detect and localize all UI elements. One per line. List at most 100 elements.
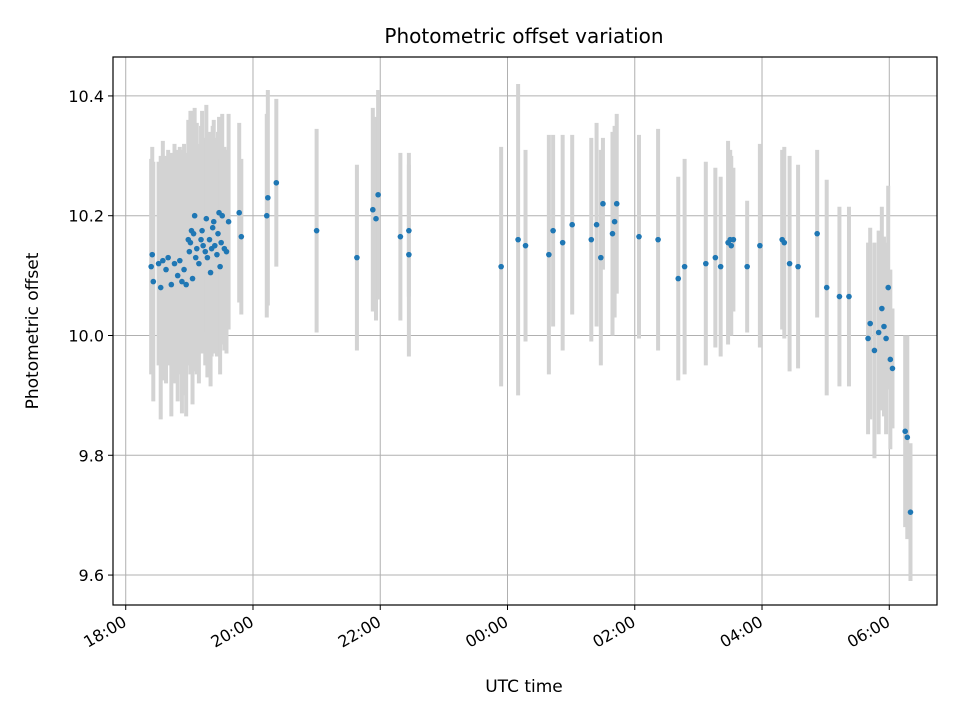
data-point bbox=[223, 248, 230, 255]
data-point bbox=[186, 248, 193, 255]
data-point bbox=[187, 239, 194, 246]
data-point bbox=[795, 263, 801, 270]
data-point bbox=[225, 218, 232, 225]
data-point bbox=[550, 227, 556, 234]
data-point bbox=[168, 281, 175, 288]
data-point bbox=[192, 254, 199, 261]
data-point bbox=[559, 239, 566, 246]
data-point bbox=[522, 242, 529, 249]
data-point bbox=[210, 218, 217, 225]
data-point bbox=[675, 275, 682, 282]
data-point bbox=[397, 233, 404, 240]
data-point bbox=[196, 260, 202, 267]
x-axis-title: UTC time bbox=[485, 677, 563, 697]
data-point bbox=[744, 263, 750, 270]
data-point bbox=[406, 227, 412, 234]
data-point bbox=[273, 179, 280, 186]
data-point bbox=[712, 254, 719, 261]
data-point bbox=[263, 212, 270, 219]
data-point bbox=[902, 428, 908, 435]
data-point bbox=[887, 356, 894, 363]
data-point bbox=[546, 251, 552, 258]
data-point bbox=[406, 251, 412, 258]
y-tick-label: 10.2 bbox=[68, 207, 104, 226]
data-point bbox=[204, 254, 211, 261]
data-point bbox=[212, 242, 218, 249]
data-point bbox=[867, 320, 873, 327]
data-point bbox=[717, 263, 724, 270]
data-point bbox=[174, 272, 181, 279]
data-point bbox=[193, 245, 200, 252]
data-point bbox=[265, 194, 271, 201]
data-point bbox=[846, 293, 852, 300]
data-point bbox=[588, 236, 595, 243]
data-point bbox=[885, 284, 892, 291]
data-point bbox=[875, 329, 882, 336]
data-point bbox=[703, 260, 709, 267]
data-point bbox=[515, 236, 521, 243]
data-point bbox=[871, 347, 878, 354]
data-point bbox=[370, 206, 376, 213]
data-point bbox=[150, 278, 157, 285]
data-point bbox=[600, 200, 606, 207]
data-point bbox=[498, 263, 504, 270]
data-point bbox=[881, 323, 887, 330]
data-point bbox=[191, 212, 198, 219]
data-point bbox=[202, 248, 209, 255]
data-point bbox=[354, 254, 360, 261]
data-point bbox=[157, 284, 164, 291]
data-point bbox=[236, 209, 242, 216]
data-point bbox=[189, 275, 196, 282]
data-point bbox=[183, 281, 189, 288]
data-point bbox=[209, 224, 216, 231]
data-point bbox=[636, 233, 642, 240]
data-point bbox=[206, 236, 213, 243]
data-point bbox=[611, 218, 618, 225]
data-point bbox=[823, 284, 830, 291]
data-point bbox=[681, 263, 688, 270]
data-point bbox=[757, 242, 763, 249]
data-point bbox=[313, 227, 320, 234]
data-point bbox=[889, 365, 896, 372]
data-point bbox=[865, 335, 871, 342]
data-point bbox=[177, 257, 183, 264]
data-point bbox=[149, 251, 156, 258]
data-point bbox=[593, 221, 600, 228]
data-point bbox=[786, 260, 793, 267]
y-tick-label: 9.6 bbox=[79, 566, 104, 585]
data-point bbox=[569, 221, 575, 228]
data-point bbox=[203, 215, 210, 222]
chart-title: Photometric offset variation bbox=[384, 24, 663, 48]
data-points bbox=[148, 179, 914, 515]
data-point bbox=[163, 266, 169, 273]
data-point bbox=[199, 227, 205, 234]
y-tick-label: 10.4 bbox=[68, 87, 104, 106]
plot-frame bbox=[112, 56, 938, 606]
data-point bbox=[219, 212, 226, 219]
data-point bbox=[375, 191, 381, 198]
data-point bbox=[218, 239, 224, 246]
data-point bbox=[879, 305, 885, 312]
data-point bbox=[181, 266, 187, 273]
data-point bbox=[148, 263, 154, 270]
y-axis-title: Photometric offset bbox=[23, 252, 43, 409]
data-point bbox=[883, 335, 889, 342]
data-point bbox=[814, 230, 820, 237]
data-point bbox=[217, 263, 223, 270]
data-point bbox=[598, 254, 604, 261]
data-point bbox=[781, 239, 788, 246]
data-point bbox=[179, 278, 185, 285]
data-point bbox=[190, 230, 197, 237]
data-point bbox=[214, 251, 220, 258]
data-point bbox=[155, 260, 162, 267]
y-tick-label: 9.8 bbox=[79, 446, 104, 465]
data-point bbox=[207, 269, 214, 276]
data-point bbox=[373, 215, 379, 222]
data-point bbox=[165, 254, 171, 261]
data-point bbox=[198, 236, 204, 243]
data-point bbox=[655, 236, 661, 243]
data-point bbox=[613, 200, 620, 207]
data-point bbox=[904, 434, 911, 441]
